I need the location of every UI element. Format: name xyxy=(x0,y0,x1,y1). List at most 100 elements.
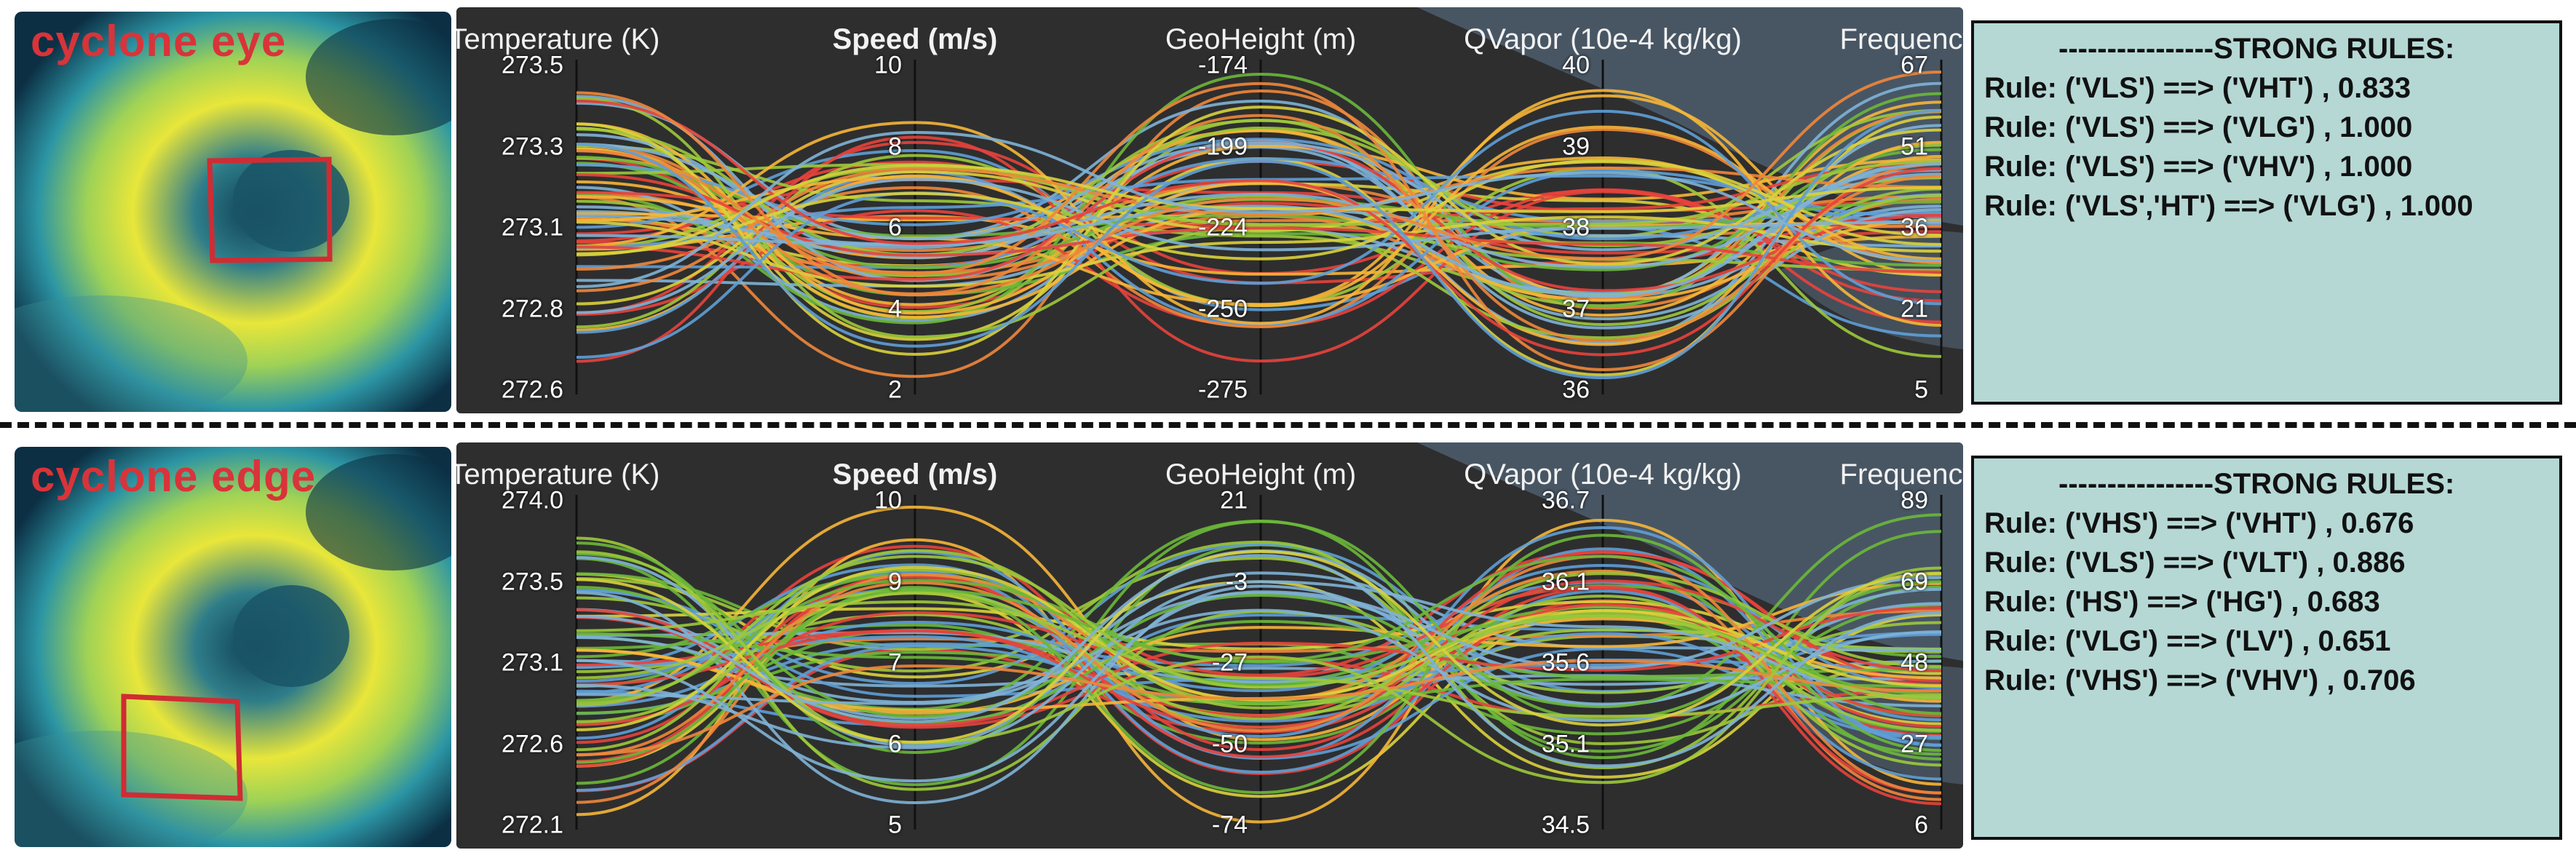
rules-header: ----------------STRONG RULES: xyxy=(2058,33,2455,65)
axis-tick-label: 89 xyxy=(1901,486,1928,515)
axis-tick-label: -199 xyxy=(1197,132,1248,160)
axis-tick-label: 273.5 xyxy=(501,51,563,79)
data-polyline xyxy=(576,580,1942,750)
axis-tick-label: 10 xyxy=(874,51,902,79)
axis-tick-label: -174 xyxy=(1197,51,1248,79)
data-polyline xyxy=(576,89,1942,327)
parallel-coordinates-plot: Temperature (K) 274.0 273.5 273.1 272.6 272.1… xyxy=(456,442,1963,849)
section-divider xyxy=(0,422,2576,428)
data-polyline xyxy=(576,659,1942,757)
selection-box xyxy=(207,156,333,263)
axis-tick-label: 273.1 xyxy=(501,648,563,677)
axis-tick-label: 5 xyxy=(1914,376,1928,404)
data-polyline xyxy=(576,135,1942,363)
axis-tick-label: 7 xyxy=(888,648,902,677)
axis-tick-label: 51 xyxy=(1901,132,1928,160)
rule-line: Rule: ('VLS','HT') ==> ('VLG') , 1.000 xyxy=(1984,190,2473,222)
axis-tick-label: 273.5 xyxy=(501,568,563,595)
data-polyline xyxy=(576,608,1942,723)
data-polyline xyxy=(576,549,1942,752)
data-polyline xyxy=(576,159,1942,261)
axis-tick-label: 272.8 xyxy=(501,295,563,322)
axis-tick-label: 36 xyxy=(1562,376,1590,404)
data-polyline xyxy=(576,600,1942,718)
axis-tick-label: 40 xyxy=(1562,51,1590,79)
axis-tick-label: 27 xyxy=(1901,730,1928,758)
axis-tick-label: 36 xyxy=(1901,213,1928,242)
axis-tick-label: 36.1 xyxy=(1541,568,1590,595)
data-polyline xyxy=(576,109,1942,380)
data-polyline xyxy=(576,513,1942,718)
data-polyline xyxy=(576,109,1942,359)
data-polyline xyxy=(576,119,1942,257)
axis-tick-label: 10 xyxy=(874,486,902,515)
axis-tick-label: -27 xyxy=(1211,648,1248,677)
axis-tick-label: 272.6 xyxy=(501,730,563,758)
axis-tick-label: 21 xyxy=(1901,295,1928,322)
axis-tick-label: -74 xyxy=(1211,811,1248,839)
axis-tick-label: 39 xyxy=(1562,132,1590,160)
heatmap-image xyxy=(15,447,451,847)
strong-rules-panel: ----------------STRONG RULES: Rule: ('VH… xyxy=(1971,456,2562,840)
axis-title: Temperature (K) xyxy=(456,23,660,55)
axis-tick-label: 2 xyxy=(888,376,902,404)
data-polyline xyxy=(576,114,1942,343)
data-polyline xyxy=(576,606,1942,727)
axis-tick-label: -3 xyxy=(1225,568,1248,595)
rule-line: Rule: ('VHS') ==> ('VHV') , 0.706 xyxy=(1984,664,2416,696)
data-polyline xyxy=(576,576,1942,783)
axis-title: Speed (m/s) xyxy=(832,23,998,55)
axis-tick-label: 272.1 xyxy=(501,811,563,839)
heatmap-image xyxy=(15,12,451,412)
axis-title: GeoHeight (m) xyxy=(1165,458,1357,490)
region-label: cyclone edge xyxy=(31,452,317,501)
axis-title: Speed (m/s) xyxy=(832,458,998,490)
data-polyline xyxy=(576,631,1942,708)
data-polyline xyxy=(576,586,1942,726)
axis-title: QVapor (10e-4 kg/kg) xyxy=(1464,23,1742,55)
data-polyline xyxy=(576,632,1942,706)
region-label: cyclone eye xyxy=(31,17,287,65)
data-polyline xyxy=(576,555,1942,795)
axis-tick-label: 48 xyxy=(1901,648,1928,677)
data-polyline xyxy=(576,555,1942,707)
axis-tick-label: 36.7 xyxy=(1541,486,1590,515)
strong-rules-panel: ----------------STRONG RULES: Rule: ('VL… xyxy=(1971,20,2562,405)
rule-line: Rule: ('VLG') ==> ('LV') , 0.651 xyxy=(1984,625,2391,657)
rule-line: Rule: ('VLS') ==> ('VLG') , 1.000 xyxy=(1984,111,2413,143)
axis-tick-label: 35.6 xyxy=(1541,648,1590,677)
data-polyline xyxy=(576,572,1942,720)
data-polyline xyxy=(576,632,1942,739)
rule-line: Rule: ('HS') ==> ('HG') , 0.683 xyxy=(1984,586,2380,618)
rule-line: Rule: ('VLS') ==> ('VHT') , 0.833 xyxy=(1984,72,2411,104)
data-polyline xyxy=(576,173,1942,274)
data-polyline xyxy=(576,579,1942,729)
axis-title: Frequency xyxy=(1839,23,1963,55)
axis-tick-label: 273.1 xyxy=(501,213,563,242)
data-polyline xyxy=(576,71,1942,297)
data-polyline xyxy=(576,554,1942,768)
data-polyline xyxy=(576,533,1942,795)
data-polyline xyxy=(576,549,1942,744)
panel-cyclone-eye: cyclone eye Temperature (K) 273.5 273.3 273… xyxy=(0,0,2576,421)
axis-tick-label: 5 xyxy=(888,811,902,839)
axis-tick-label: 34.5 xyxy=(1541,811,1590,839)
axis-tick-label: 69 xyxy=(1901,568,1928,595)
axis-tick-label: 67 xyxy=(1901,51,1928,79)
rules-header: ----------------STRONG RULES: xyxy=(2058,468,2455,500)
axis-title: Frequency xyxy=(1839,458,1963,490)
data-polyline xyxy=(576,82,1942,371)
data-polyline xyxy=(576,122,1942,346)
axis-tick-label: -50 xyxy=(1211,730,1248,758)
axis-tick-label: 21 xyxy=(1220,486,1248,515)
axis-title: Temperature (K) xyxy=(456,458,660,490)
axis-tick-label: 6 xyxy=(888,213,902,242)
rule-line: Rule: ('VLS') ==> ('VLT') , 0.886 xyxy=(1984,547,2406,579)
axis-tick-label: 272.6 xyxy=(501,376,563,404)
axis-tick-label: -224 xyxy=(1197,213,1248,242)
axis-tick-label: 9 xyxy=(888,568,902,595)
axis-tick-label: 35.1 xyxy=(1541,730,1590,758)
axis-tick-label: 8 xyxy=(888,132,902,160)
axis-tick-label: -275 xyxy=(1197,376,1248,404)
parallel-coordinates-plot: Temperature (K) 273.5 273.3 273.1 272.8 272.6… xyxy=(456,7,1963,413)
